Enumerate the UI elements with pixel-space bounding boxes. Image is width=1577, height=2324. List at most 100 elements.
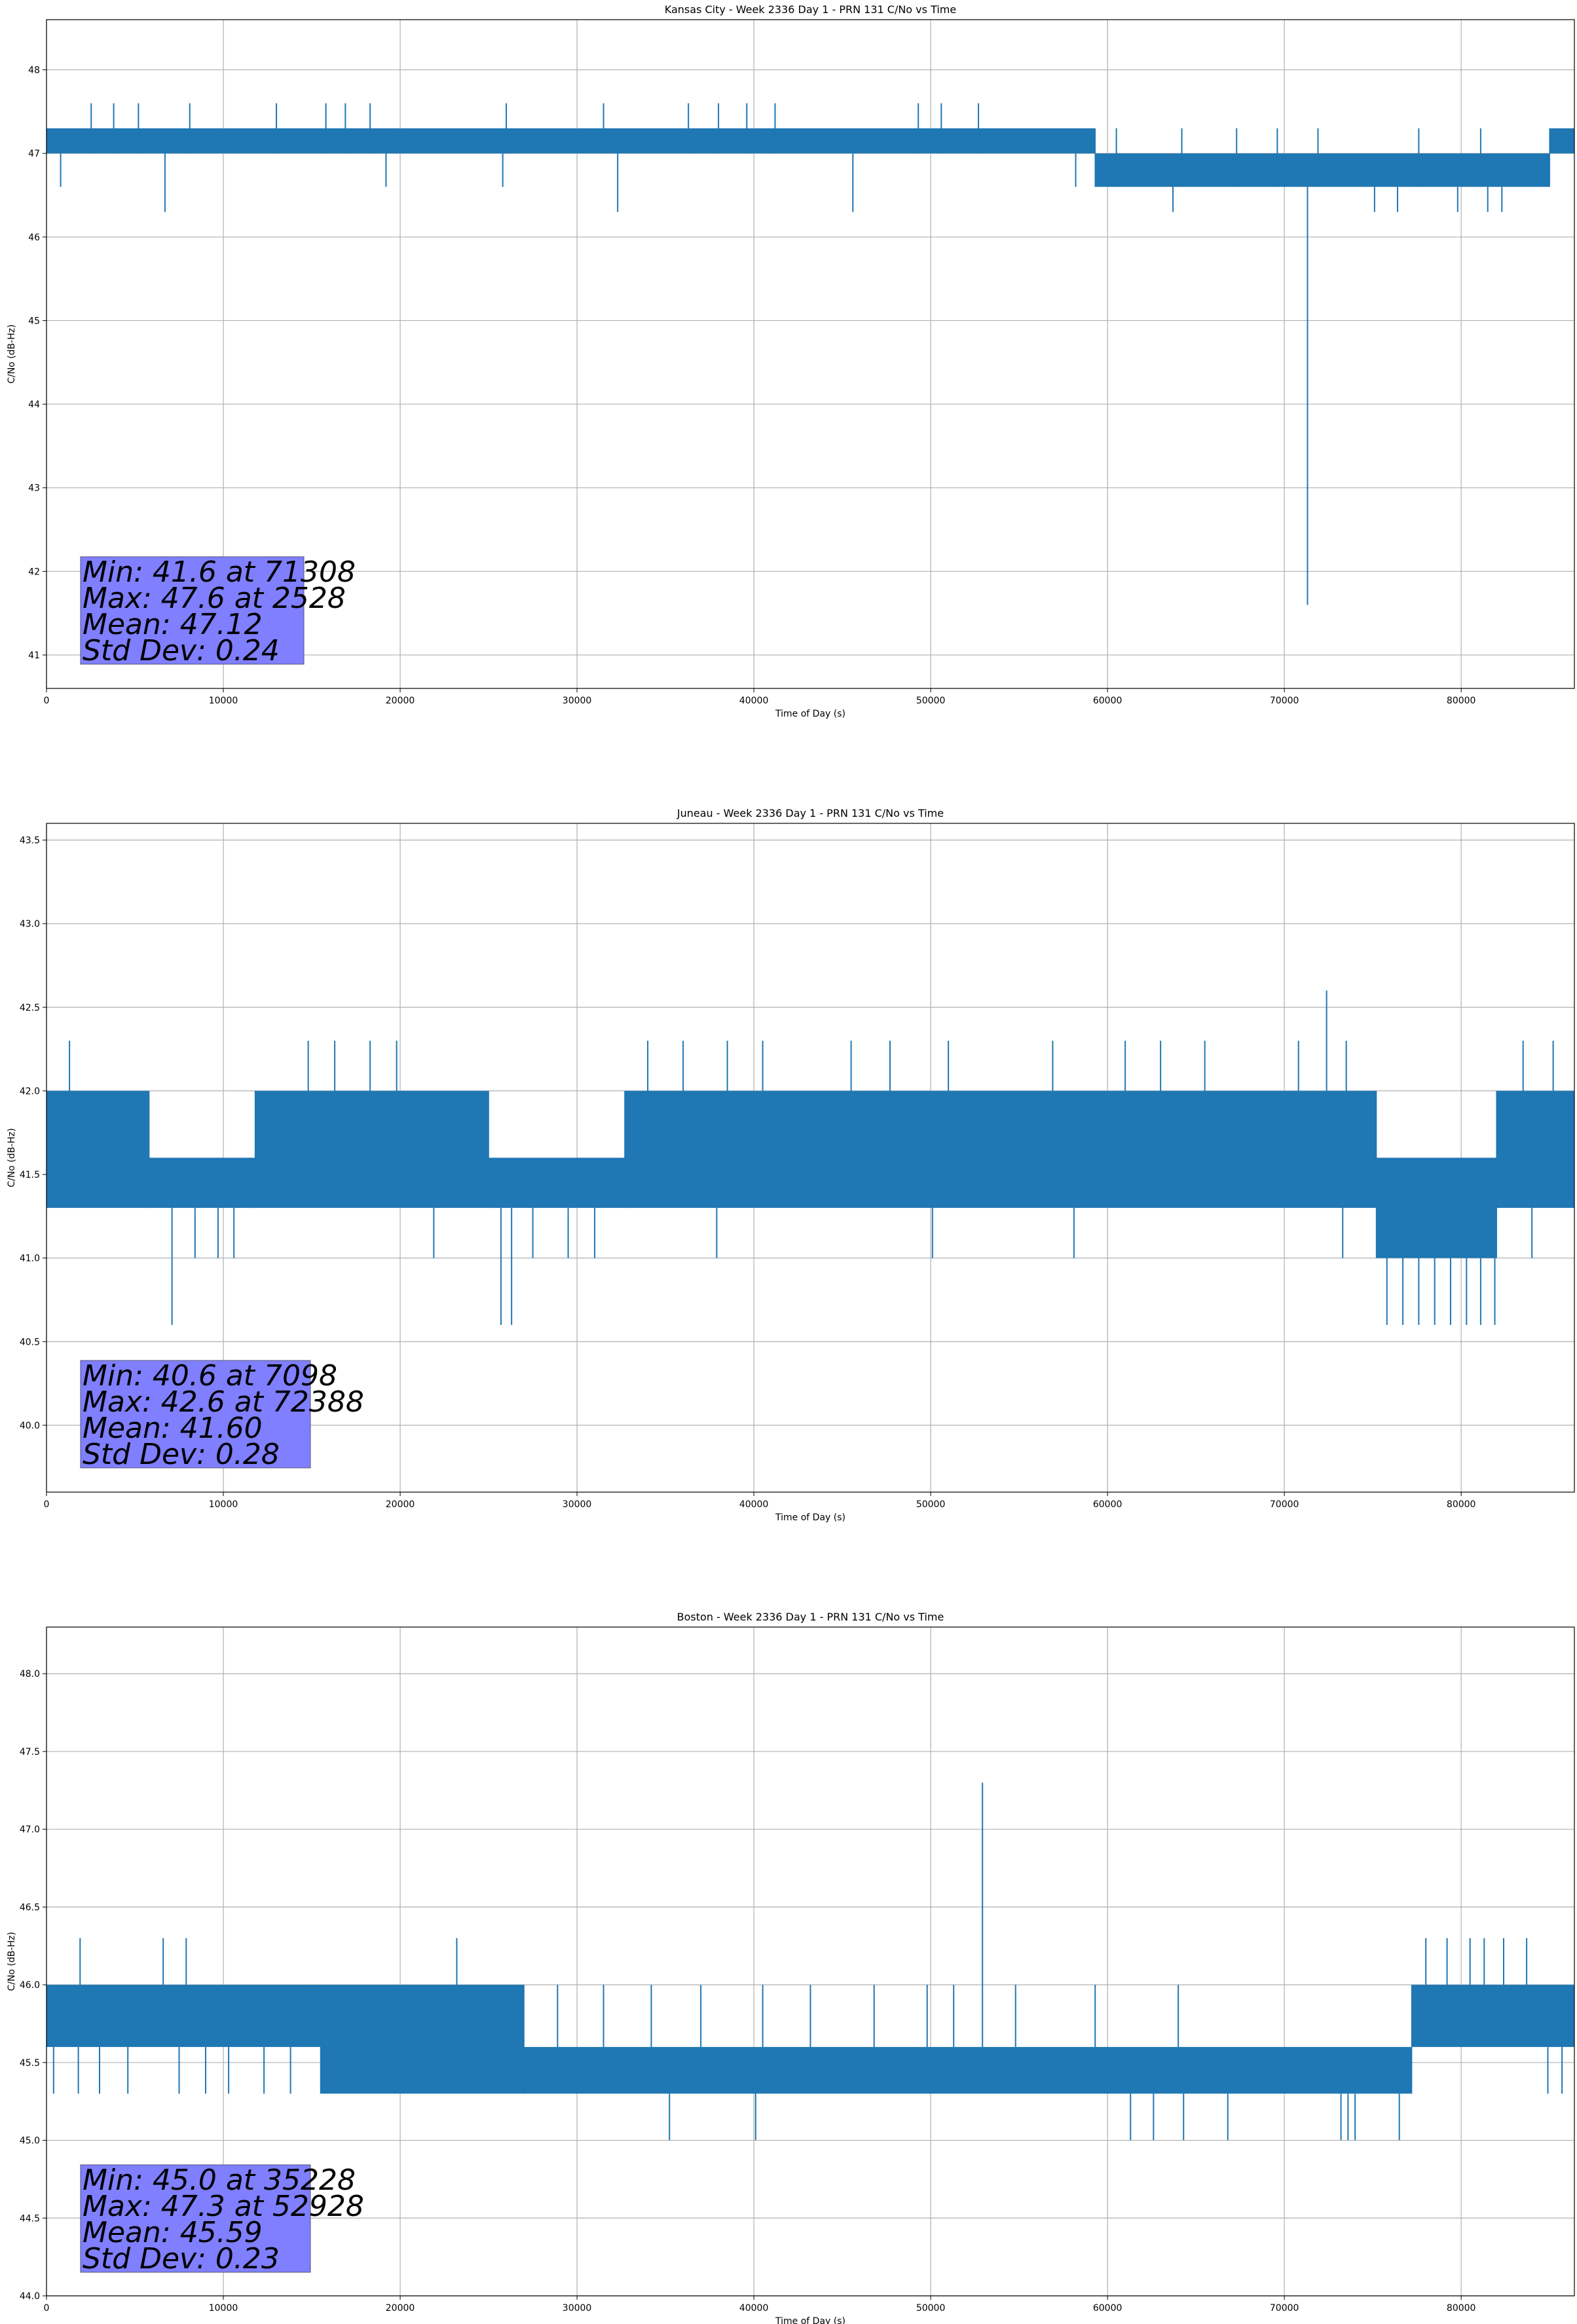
data-band — [1095, 153, 1550, 187]
stats-line: Mean: 47.12 — [83, 608, 263, 641]
stats-line: Min: 45.0 at 35228 — [83, 2164, 356, 2197]
y-tick-label: 46 — [28, 233, 40, 243]
x-tick-label: 10000 — [209, 1499, 238, 1510]
y-tick-label: 45.0 — [20, 2136, 40, 2146]
y-tick-label: 44 — [28, 400, 40, 410]
axes-frame — [46, 19, 1575, 689]
stats-line: Std Dev: 0.24 — [83, 634, 280, 667]
y-tick-label: 42.5 — [20, 1003, 40, 1013]
chart-panel-2: 0 10000 20000 30000 40000 50000 60000 70000 8000… — [7, 1611, 1575, 2324]
stats-box-background — [80, 2164, 311, 2273]
y-tick-label: 48 — [28, 66, 40, 76]
chart-panel-0: 0 10000 20000 30000 40000 50000 60000 70000 8000… — [7, 3, 1575, 719]
x-tick-label: 40000 — [739, 2303, 769, 2314]
x-tick-label: 30000 — [563, 1499, 592, 1510]
y-tick-label: 41 — [28, 650, 40, 661]
stats-line: Mean: 45.59 — [83, 2216, 263, 2249]
stats-line: Min: 40.6 at 7098 — [83, 1359, 337, 1393]
x-tick-label: 20000 — [386, 2303, 415, 2314]
y-axis-label: C/No (dB-Hz) — [7, 324, 17, 383]
stats-line: Mean: 41.60 — [83, 1412, 263, 1445]
x-tick-label: 60000 — [1093, 1499, 1122, 1510]
y-tick-label: 45.5 — [20, 2058, 40, 2069]
y-tick-label: 42 — [28, 567, 40, 577]
chart-title: Kansas City - Week 2336 Day 1 - PRN 131 … — [665, 3, 956, 16]
y-tick-label: 46.0 — [20, 1980, 40, 1991]
y-tick-label: 47.5 — [20, 1747, 40, 1757]
y-tick-label: 43 — [28, 483, 40, 494]
y-tick-label: 43.5 — [20, 836, 40, 846]
y-axis-label: C/No (dB-Hz) — [7, 1932, 17, 1991]
x-tick-label: 80000 — [1447, 696, 1476, 706]
data-band — [624, 1091, 1377, 1209]
stats-line: Max: 47.6 at 2528 — [83, 582, 346, 615]
data-band — [489, 1157, 625, 1209]
y-tick-label: 42.0 — [20, 1086, 40, 1096]
stats-box-background — [80, 556, 305, 665]
series-cno — [46, 1782, 1574, 2141]
x-axis-label: Time of Day (s) — [775, 709, 845, 719]
axes-frame — [46, 1626, 1575, 2296]
x-tick-label: 50000 — [916, 696, 946, 706]
y-tick-label: 44.5 — [20, 2213, 40, 2224]
data-band — [255, 1091, 489, 1209]
data-band — [46, 128, 1096, 154]
x-tick-label: 50000 — [916, 2303, 946, 2314]
x-tick-label: 30000 — [563, 696, 592, 706]
stats-box-background — [80, 1360, 311, 1469]
x-tick-label: 80000 — [1447, 1499, 1476, 1510]
data-band — [1376, 1157, 1497, 1258]
y-tick-label: 47 — [28, 149, 40, 159]
y-axis-label: C/No (dB-Hz) — [7, 1128, 17, 1187]
y-tick-label: 46.5 — [20, 1902, 40, 1913]
stats-line: Min: 41.6 at 71308 — [83, 555, 356, 589]
y-tick-label: 41.5 — [20, 1170, 40, 1180]
chart-title: Boston - Week 2336 Day 1 - PRN 131 C/No … — [677, 1611, 944, 1623]
y-tick-label: 41.0 — [20, 1254, 40, 1264]
x-tick-label: 50000 — [916, 1499, 946, 1510]
stats-line: Max: 42.6 at 72388 — [83, 1385, 364, 1419]
series-cno — [46, 103, 1574, 605]
x-tick-label: 70000 — [1270, 2303, 1299, 2314]
y-tick-label: 47.0 — [20, 1825, 40, 1835]
x-tick-label: 0 — [44, 696, 50, 706]
y-tick-label: 45 — [28, 316, 40, 326]
x-axis-label: Time of Day (s) — [775, 1512, 845, 1523]
stats-line: Max: 47.3 at 52928 — [83, 2190, 364, 2223]
x-tick-label: 40000 — [739, 696, 769, 706]
y-tick-label: 40.0 — [20, 1421, 40, 1431]
x-tick-label: 0 — [44, 2303, 50, 2314]
stats-line: Std Dev: 0.23 — [83, 2242, 280, 2276]
data-band — [320, 1985, 525, 2094]
chart-title: Juneau - Week 2336 Day 1 - PRN 131 C/No … — [677, 807, 944, 819]
x-tick-label: 10000 — [209, 2303, 238, 2314]
data-band — [46, 1985, 321, 2048]
y-tick-label: 43.0 — [20, 919, 40, 929]
data-band — [149, 1157, 255, 1209]
x-axis-label: Time of Day (s) — [775, 2316, 845, 2324]
x-tick-label: 60000 — [1093, 2303, 1122, 2314]
x-tick-label: 60000 — [1093, 696, 1122, 706]
x-tick-label: 80000 — [1447, 2303, 1476, 2314]
x-tick-label: 0 — [44, 1499, 50, 1510]
data-band — [1549, 128, 1574, 154]
x-tick-label: 10000 — [209, 696, 238, 706]
data-band — [524, 2047, 1412, 2094]
x-tick-label: 70000 — [1270, 696, 1299, 706]
x-tick-label: 20000 — [386, 696, 415, 706]
x-tick-label: 70000 — [1270, 1499, 1299, 1510]
series-cno — [46, 990, 1574, 1325]
axes-frame — [46, 823, 1575, 1493]
stats-line: Std Dev: 0.28 — [83, 1438, 280, 1471]
data-band — [1496, 1091, 1574, 1209]
y-tick-label: 48.0 — [20, 1669, 40, 1679]
chart-panel-1: 0 10000 20000 30000 40000 50000 60000 70000 8000… — [7, 807, 1575, 1523]
data-band — [46, 1091, 149, 1209]
y-tick-label: 44.0 — [20, 2291, 40, 2302]
x-tick-label: 40000 — [739, 1499, 769, 1510]
y-tick-label: 40.5 — [20, 1337, 40, 1347]
